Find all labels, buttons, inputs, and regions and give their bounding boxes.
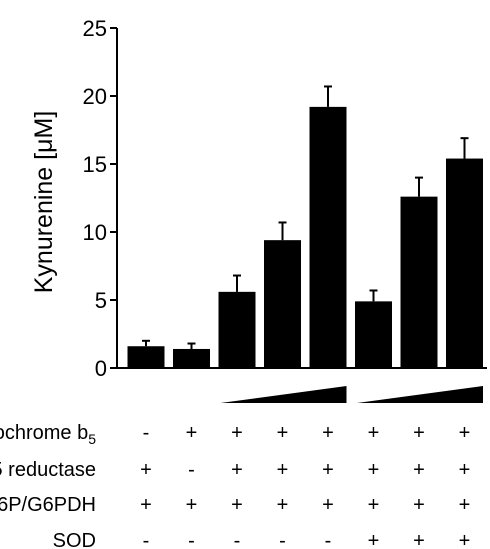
condition-mark: + — [413, 494, 425, 516]
condition-mark: + — [322, 494, 334, 516]
condition-mark: + — [231, 494, 243, 516]
gradient-wedges — [220, 386, 483, 403]
condition-mark: + — [413, 530, 425, 549]
condition-mark: + — [459, 422, 471, 444]
bar — [309, 106, 347, 368]
y-tick-label: 15 — [83, 152, 107, 177]
condition-mark: + — [459, 530, 471, 549]
condition-mark: + — [368, 422, 380, 444]
condition-mark: + — [277, 422, 289, 444]
y-tick-label: 5 — [95, 288, 107, 313]
error-bars — [142, 85, 469, 349]
y-tick-label: 0 — [95, 356, 107, 381]
condition-label: SOD — [53, 530, 96, 549]
bar-series — [127, 106, 483, 368]
condition-mark: + — [413, 422, 425, 444]
bar — [446, 158, 483, 368]
condition-mark: + — [231, 422, 243, 444]
y-axis-label: Kynurenine [μM] — [30, 111, 58, 294]
dose-wedge — [357, 386, 483, 403]
condition-mark: + — [413, 459, 425, 481]
y-tick-label: 20 — [83, 84, 107, 109]
y-tick-label: 10 — [83, 220, 107, 245]
condition-mark: + — [368, 494, 380, 516]
condition-mark: - — [279, 530, 286, 549]
condition-mark: + — [459, 459, 471, 481]
condition-mark: - — [234, 530, 241, 549]
condition-mark: + — [368, 530, 380, 549]
condition-mark: + — [140, 494, 152, 516]
dose-wedge — [220, 386, 347, 403]
bar — [400, 196, 438, 368]
bar — [127, 346, 165, 368]
condition-mark: - — [188, 530, 195, 549]
condition-mark: + — [459, 494, 471, 516]
bar — [173, 348, 210, 368]
condition-mark: - — [143, 422, 150, 444]
condition-table: Cytochrome b5 - + + + + + + + b5 reductase + - + + + + +… — [0, 422, 470, 549]
condition-label: G6P/G6PDH — [0, 494, 96, 516]
condition-mark: + — [277, 459, 289, 481]
condition-label: Cytochrome b5 — [0, 422, 96, 447]
condition-mark: + — [231, 459, 243, 481]
condition-label-subscript: 5 — [88, 431, 96, 447]
condition-mark: + — [322, 422, 334, 444]
bar — [218, 291, 256, 368]
bar — [355, 301, 392, 368]
condition-mark: + — [140, 459, 152, 481]
condition-mark: + — [322, 459, 334, 481]
condition-mark: - — [188, 459, 195, 481]
condition-mark: - — [143, 530, 150, 549]
condition-mark: + — [277, 494, 289, 516]
condition-mark: + — [368, 459, 380, 481]
condition-mark: - — [325, 530, 332, 549]
condition-mark: + — [186, 494, 198, 516]
condition-mark: + — [186, 422, 198, 444]
bar — [264, 240, 301, 368]
condition-label: b5 reductase — [0, 459, 96, 481]
y-tick-label: 25 — [83, 16, 107, 41]
